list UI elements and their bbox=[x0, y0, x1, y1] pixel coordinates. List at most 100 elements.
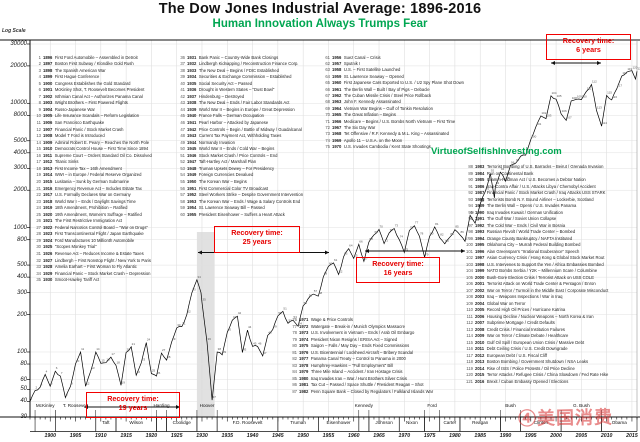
event-text: The Great Inflation – Begins bbox=[343, 112, 396, 118]
event-text: NATO Bombs Serbia / Y2K – Millennium Sca… bbox=[486, 268, 598, 273]
event-text: U.S. Invades Cambodia / Kent State Shoot… bbox=[343, 144, 431, 150]
event-year: 1935 bbox=[187, 80, 197, 86]
event-row: 24 1919 18th Amendment, Prohibition – Rati… bbox=[33, 205, 127, 210]
event-text: U.S. Formally Declares War on Germany bbox=[54, 192, 131, 198]
event-marker: 117 bbox=[617, 84, 622, 88]
event-text: Admiral Robert E. Peary – Reaches the No… bbox=[54, 139, 150, 145]
event-marker: 45 bbox=[253, 341, 257, 345]
event-year: 1917 bbox=[43, 192, 53, 198]
event-text: Tet Offensive / R.F. Kennedy & M.L. King… bbox=[343, 131, 449, 137]
event-number: 23 bbox=[36, 198, 41, 204]
event-year: 1975 bbox=[299, 343, 309, 348]
event-row: 30 1925 "Scopes Monkey Trial" bbox=[33, 244, 96, 250]
event-marker: 88 bbox=[471, 210, 475, 214]
event-marker: 50 bbox=[278, 311, 282, 315]
event-text: The Six Day War bbox=[343, 124, 376, 130]
event-row: 2 1897 Boston First Subway / Klondike Gold… bbox=[33, 61, 134, 67]
event-marker: 99 bbox=[526, 150, 530, 154]
event-text: Apollo 11 – U.S.A. on the Moon bbox=[343, 137, 403, 143]
event-text: Rise of ISIS / Police Protests / Oil Pri… bbox=[486, 365, 575, 371]
event-text: Wage & Price Controls bbox=[310, 317, 354, 322]
event-row: 41 1936 Drought in Western States – "Dust … bbox=[177, 88, 274, 92]
event-year: 1914 bbox=[43, 172, 53, 178]
event-marker: 40 bbox=[228, 327, 232, 331]
event-row: 6 1901 McKinley Shot, T. Roosevelt Becomes… bbox=[33, 88, 145, 92]
event-number: 73 bbox=[325, 131, 330, 137]
event-text: First Income Tax – 16th Amendment bbox=[54, 165, 122, 171]
x-tick-label: 1960 bbox=[347, 432, 360, 439]
event-year: 1963 bbox=[332, 99, 342, 105]
y-tick-label: 800 bbox=[16, 236, 27, 243]
event-row: 23 1918 World War I – Ends / Daylight Savi… bbox=[33, 198, 136, 204]
event-marker: 22 bbox=[137, 370, 141, 374]
event-marker: 101 bbox=[536, 122, 541, 126]
y-tick-label: 40 bbox=[20, 398, 27, 405]
event-marker: 43 bbox=[243, 348, 247, 352]
event-text: Financial Panic – Stock Market Crash – D… bbox=[54, 270, 151, 276]
event-text: St. Lawrence Seaway Bill – Passed bbox=[198, 205, 265, 211]
event-row: 98 1993 Russian Revolt / World Trade Cente… bbox=[465, 229, 576, 234]
event-text: Lusitania – Sunk by German Submarine bbox=[54, 178, 130, 184]
event-text: President Nixon Resigns / ERISA Act – Si… bbox=[310, 336, 398, 342]
chinese-stamp-watermark: ④美国消费 bbox=[517, 407, 614, 429]
recovery-label: Recovery time: bbox=[231, 228, 283, 237]
event-row: 10 1905 Life Insurance Scandals – Reform L… bbox=[33, 114, 139, 118]
event-year: 1907 bbox=[43, 126, 53, 132]
event-number: 115 bbox=[466, 339, 473, 345]
event-marker: 29 bbox=[172, 337, 176, 341]
event-row: 71 1966 Medicare – Begins / U.S. Bombs Nor… bbox=[322, 119, 455, 124]
event-marker: 116 bbox=[612, 95, 617, 99]
event-marker: 71 bbox=[385, 239, 389, 243]
event-row: 80 1975 Saigon – Falls / May Day – Ends Fi… bbox=[289, 343, 409, 348]
president-label: T. Roosevelt bbox=[62, 403, 89, 408]
event-marker: 89 bbox=[476, 218, 480, 222]
event-row: 5 1900 Congress Establishes the Gold Stand… bbox=[33, 81, 131, 86]
event-number: 36 bbox=[180, 54, 185, 60]
event-marker: 75 bbox=[405, 248, 409, 252]
event-text: Iraq – Weapons Inspections / War in Iraq bbox=[486, 294, 563, 299]
y-tick-label: 1000 bbox=[13, 224, 27, 231]
event-text: Ford Manufactures 10 Millionth Automobil… bbox=[54, 237, 135, 243]
event-row: 54 1949 Foreign Currencies Devalued bbox=[177, 173, 253, 177]
president-label: Clinton bbox=[533, 420, 549, 425]
y-tick-label: 100 bbox=[16, 348, 27, 355]
event-text: Russian Revolt / World Trade Center – Bo… bbox=[486, 229, 576, 234]
event-text: Panama Canal Treaty – Control to Panama … bbox=[310, 356, 406, 361]
event-marker: 79 bbox=[425, 252, 429, 256]
event-marker: 3 bbox=[41, 382, 43, 386]
event-marker: 84 bbox=[450, 232, 454, 236]
event-marker: 53 bbox=[294, 315, 298, 319]
event-number: 2 bbox=[38, 61, 41, 67]
event-number: 75 bbox=[325, 144, 330, 150]
event-marker: 83 bbox=[445, 239, 449, 243]
event-row: 94 1989 The Berlin Wall – Opens / U.S. Inv… bbox=[465, 203, 576, 208]
recovery-duration: 6 years bbox=[576, 45, 601, 55]
event-row: 25 1920 19th Amendment, Women's Suffrage –… bbox=[33, 212, 142, 217]
event-row: 76 1971 Wage & Price Controls bbox=[289, 317, 354, 322]
event-row: 92 1987 Financial Panic / Stock Market Cra… bbox=[465, 190, 605, 195]
event-marker: 102 bbox=[541, 111, 546, 115]
event-year: 1945 bbox=[187, 146, 197, 152]
event-number: 67 bbox=[325, 92, 330, 98]
event-row: 18 1913 First Income Tax – 16th Amendment bbox=[33, 165, 122, 171]
event-number: 109 bbox=[466, 300, 473, 306]
event-number: 58 bbox=[180, 198, 185, 204]
event-number: 10 bbox=[36, 113, 41, 119]
event-year: 1940 bbox=[187, 113, 197, 119]
event-year: 1964 bbox=[332, 105, 342, 111]
event-year: 1995 bbox=[475, 242, 485, 247]
event-row: 22 1917 U.S. Formally Declares War on Germ… bbox=[33, 192, 131, 198]
event-number: 45 bbox=[180, 113, 185, 119]
event-row: 107 2002 War on Terror / Turmoil in the Mi… bbox=[465, 288, 608, 293]
event-marker: 33 bbox=[192, 288, 196, 292]
event-text: U.S. Involvement in Vietnam – Ends / Ara… bbox=[310, 330, 415, 335]
event-year: 1925 bbox=[43, 244, 53, 250]
event-number: 30 bbox=[36, 244, 41, 250]
y-tick-label: 2000 bbox=[13, 187, 27, 194]
event-year: 1960 bbox=[332, 80, 342, 86]
event-number: 88 bbox=[468, 164, 473, 169]
event-marker: 28 bbox=[167, 355, 171, 359]
event-marker: 120 bbox=[632, 66, 637, 70]
event-marker: 49 bbox=[273, 324, 277, 328]
event-text: Three Mile Island – Accident / Iran Host… bbox=[310, 369, 403, 374]
